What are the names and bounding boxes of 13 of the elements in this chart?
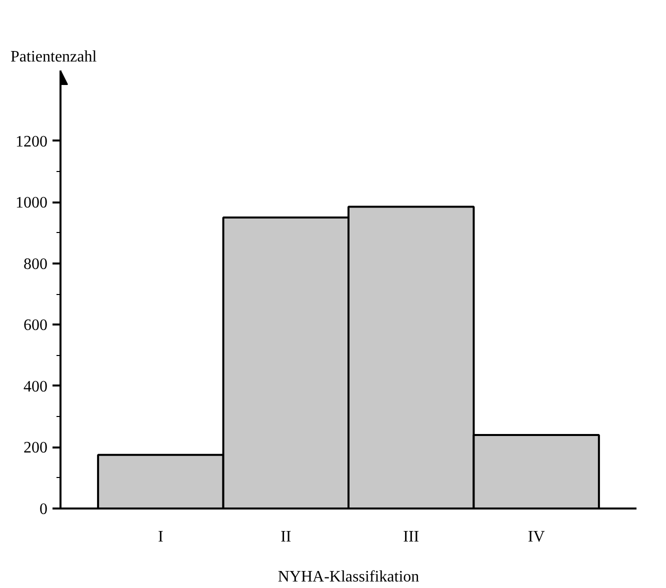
y-tick-label: 1000 bbox=[16, 194, 48, 212]
x-tick-label: IV bbox=[528, 528, 546, 546]
x-tick-label: II bbox=[280, 528, 292, 546]
x-tick-label: I bbox=[158, 528, 164, 546]
y-tick-label: 200 bbox=[24, 440, 48, 457]
y-tick-label: 600 bbox=[24, 317, 48, 334]
y-tick-label: 1200 bbox=[16, 133, 48, 150]
y-axis-title: Patientenzahl bbox=[10, 48, 98, 66]
x-tick-label: III bbox=[403, 528, 420, 546]
y-tick-label: 400 bbox=[24, 378, 48, 396]
x-axis-title: NYHA-Klassifikation bbox=[278, 568, 420, 586]
y-tick-label: 800 bbox=[24, 256, 48, 273]
y-tick-label: 0 bbox=[40, 501, 48, 518]
